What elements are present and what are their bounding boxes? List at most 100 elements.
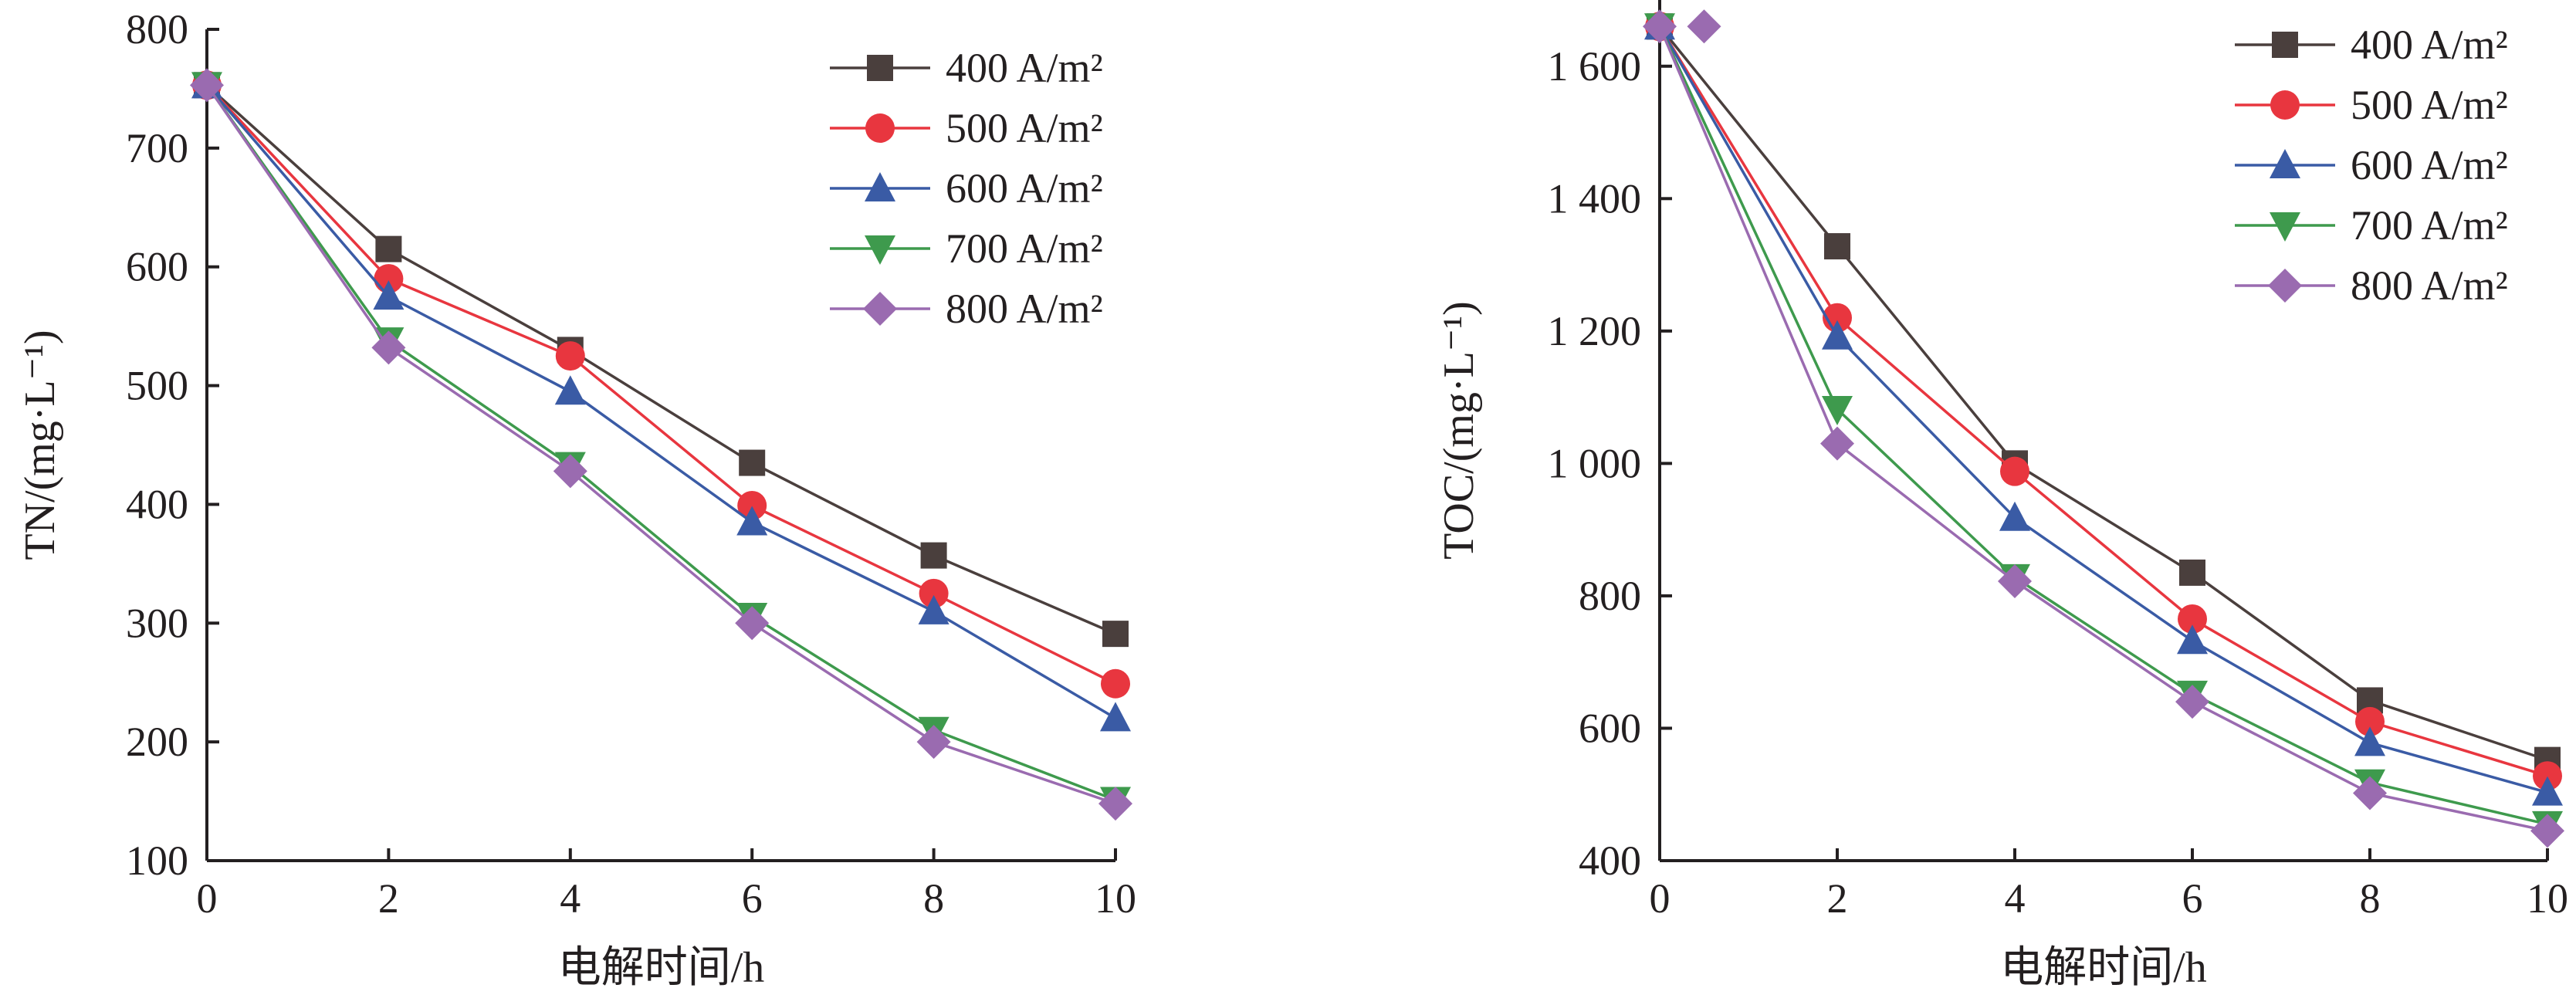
data-point-marker-3 [737,490,767,520]
data-point-marker-3 [2177,624,2208,655]
y-tick-label: 400 [126,481,188,527]
data-point-marker-0 [1643,9,1677,44]
series-2 [1645,12,2562,791]
series-line [1658,25,2548,762]
series-line [1658,25,2548,833]
data-point-marker-3 [2175,685,2209,719]
y-tick-label: 600 [1579,705,1641,751]
x-tick-label: 4 [560,875,581,922]
chart-1: 0 2 4 6 8 10 100 200 300 400 500 600 700 800 电解时间/h TN/… [16,6,1136,992]
x-axis-title: 电解时间/h [558,944,765,992]
data-point-marker-3 [735,606,770,641]
data-point-marker-1 [1822,396,1853,426]
x-tick-label: 8 [2360,875,2381,922]
data-point-marker-1 [1820,426,1854,461]
legend-item: 400 A/m² [830,45,1103,91]
data-point-marker-3 [736,506,768,536]
legend-item: 600 A/m² [830,165,1103,211]
x-tick-label: 2 [1827,875,1848,922]
series-line [205,84,1116,635]
series-line [205,84,1116,805]
legend-label: 400 A/m² [2351,22,2508,68]
series-3 [1644,10,2563,806]
data-point-marker-5 [1102,621,1129,648]
y-tick-label: 1 000 [1548,440,1642,486]
y-axis-title: TN/(mg·L⁻¹) [16,330,64,560]
legend-marker-marker-0 [2272,32,2298,58]
y-tick-label: 1 600 [1548,43,1642,90]
y-tick-label: 600 [126,244,188,290]
y-tick-label: 700 [126,125,188,171]
x-tick-label: 6 [2182,875,2203,922]
data-point-marker-4 [2355,706,2385,736]
series-line [205,84,1116,685]
legend-label: 600 A/m² [2351,142,2508,188]
legend-item: 400 A/m² [2235,22,2508,68]
legend-label: 500 A/m² [2351,82,2508,128]
legend-marker-marker-0 [867,55,893,81]
data-point-marker-3 [739,449,766,476]
data-point-marker-2 [1998,564,2032,599]
x-axis-title: 电解时间/h [2000,944,2207,992]
legend-marker-marker-1 [2270,90,2300,120]
legend-item: 800 A/m² [830,286,1103,332]
data-point-marker-1 [1824,233,1850,260]
data-point-marker-1 [373,280,405,310]
series-1 [1647,13,2561,773]
data-point-marker-1 [371,330,406,365]
y-tick-label: 500 [126,363,188,409]
data-point-marker-5 [1101,668,1130,699]
series-line [1658,25,2548,794]
legend-label: 700 A/m² [946,225,1103,272]
legend-label: 400 A/m² [946,45,1103,91]
data-point-marker-2 [1999,501,2030,531]
legend-label: 800 A/m² [2351,262,2508,309]
data-point-marker-4 [916,725,951,760]
legend-item: 500 A/m² [2235,82,2508,128]
data-point-marker-5 [2533,761,2562,791]
data-point-marker-5 [2530,814,2564,848]
legend-item: 600 A/m² [2235,142,2508,188]
x-tick-label: 0 [197,875,218,922]
legend-marker-marker-3 [2270,212,2300,242]
x-tick-label: 10 [2527,875,2568,922]
y-tick-label: 800 [126,6,188,52]
x-tick-label: 4 [2005,875,2026,922]
legend-item: 500 A/m² [830,105,1103,151]
y-tick-label: 200 [126,719,188,765]
data-point-marker-2 [554,375,586,405]
series-line [1658,25,2548,777]
series-5 [190,68,1132,821]
data-point-marker-4 [2354,726,2385,756]
y-axis-title: TOC/(mg·L⁻¹) [1435,301,1483,560]
extra-point-marker-0 [1687,9,1721,44]
x-tick-label: 6 [742,875,763,922]
legend-marker-marker-4 [2268,269,2302,303]
data-point-marker-0 [190,68,224,103]
data-point-marker-2 [555,341,585,371]
x-tick-label: 2 [378,875,399,922]
series-line [1658,25,2548,826]
x-tick-label: 0 [1650,875,1671,922]
legend-item: 700 A/m² [2235,202,2508,249]
x-tick-label: 8 [923,875,944,922]
data-point-marker-5 [2532,776,2563,806]
x-tick-label: 10 [1095,875,1136,922]
legend-label: 600 A/m² [946,165,1103,211]
series-5 [1643,9,2564,848]
legend-label: 700 A/m² [2351,202,2508,249]
legend-label: 500 A/m² [946,105,1103,151]
legend-marker-marker-2 [2270,149,2300,178]
legend: 400 A/m² 500 A/m² 600 A/m² 700 A/m² 800 A/m² [2235,22,2508,309]
data-point-marker-4 [918,594,949,624]
chart-2: 0 2 4 6 8 10 400 600 800 1 000 1 200 1 400 1 600 电解时间… [1435,0,2568,992]
data-point-marker-5 [1098,787,1132,821]
data-point-marker-3 [2178,604,2207,634]
y-tick-label: 1 200 [1548,308,1642,354]
legend-marker-marker-4 [863,292,897,326]
legend-marker-marker-3 [865,235,895,265]
y-tick-label: 800 [1579,573,1641,619]
data-point-marker-4 [920,542,947,569]
